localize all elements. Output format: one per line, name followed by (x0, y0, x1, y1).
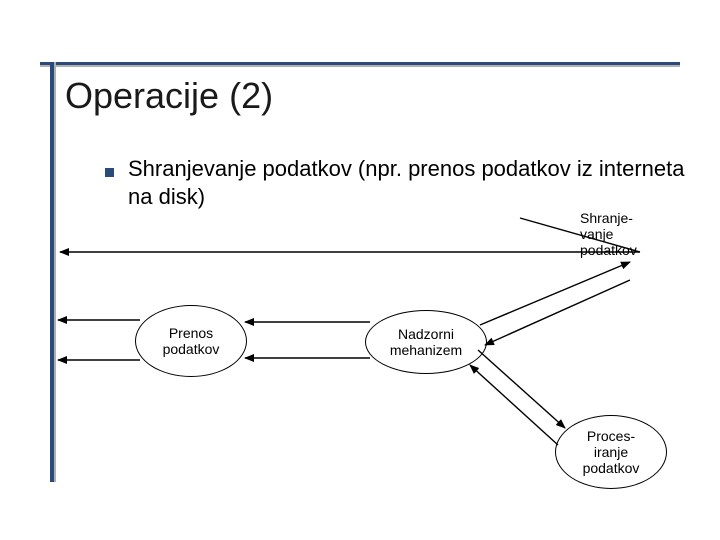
node-proces-label: Proces- iranje podatkov (583, 428, 640, 476)
bullet-text: Shranjevanje podatkov (npr. prenos podat… (128, 155, 688, 210)
node-nadzor: Nadzorni mehanizem (365, 310, 487, 374)
decorative-rule-top (40, 62, 680, 65)
node-nadzor-label: Nadzorni mehanizem (390, 326, 462, 358)
bullet-icon (105, 168, 114, 177)
arrow-nadzor-to-shr-up (480, 262, 630, 325)
slide: Operacije (2) Shranjevanje podatkov (npr… (0, 0, 720, 540)
node-proces: Proces- iranje podatkov (555, 415, 667, 489)
decorative-rule-left (50, 62, 54, 482)
page-title: Operacije (2) (65, 75, 273, 117)
arrow-shr-to-nadzor-dn (485, 280, 630, 345)
node-prenos: Prenos podatkov (135, 305, 247, 377)
node-prenos-label: Prenos podatkov (163, 325, 220, 357)
label-shranjevanje: Shranje- vanje podatkov (580, 210, 637, 258)
arrow-proc-to-nadzor-dn (470, 365, 558, 445)
arrow-nadzor-to-proc-up (478, 350, 565, 428)
